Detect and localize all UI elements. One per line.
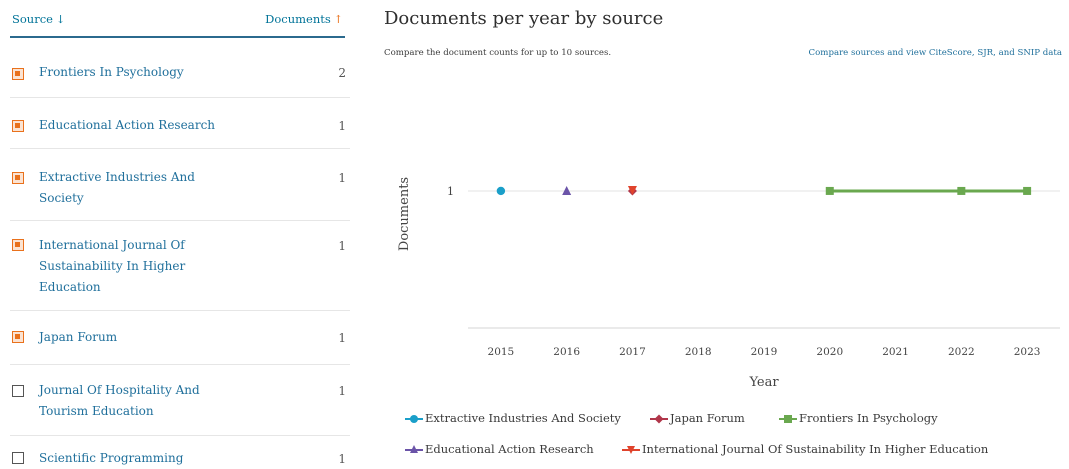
x-tick-label: 2016 — [553, 346, 580, 358]
legend-label: Frontiers In Psychology — [799, 411, 938, 425]
x-tick-label: 2017 — [619, 346, 646, 358]
data-point — [627, 185, 637, 195]
legend-label: Japan Forum — [670, 411, 745, 425]
legend-item[interactable]: Educational Action Research — [405, 442, 594, 456]
data-point — [957, 186, 966, 195]
data-point — [496, 186, 506, 196]
legend-item[interactable]: Japan Forum — [650, 411, 745, 425]
source-document-count: 1 — [338, 119, 346, 133]
source-list-header: Source ↓ Documents ↑ — [10, 8, 345, 38]
chart-subtitle: Compare the document counts for up to 10… — [384, 48, 612, 58]
x-tick-label: 2021 — [882, 346, 909, 358]
legend-square-marker-icon — [779, 414, 797, 424]
source-row: International Journal Of Sustainability … — [10, 228, 350, 311]
source-document-count: 2 — [338, 66, 346, 80]
legend-item[interactable]: Frontiers In Psychology — [779, 411, 938, 425]
source-name-link[interactable]: Extractive Industries And Society — [39, 170, 195, 205]
data-point — [562, 185, 572, 195]
legend-triangle-down-marker-icon — [622, 445, 640, 455]
x-tick-label: 2023 — [1014, 346, 1041, 358]
source-checkbox[interactable] — [12, 452, 24, 464]
legend-label: Educational Action Research — [425, 442, 594, 456]
source-checkbox[interactable] — [12, 120, 24, 132]
source-document-count: 1 — [338, 171, 346, 185]
y-tick-label: 1 — [447, 185, 454, 198]
legend-label: Extractive Industries And Society — [425, 411, 621, 425]
source-checkbox[interactable] — [12, 172, 24, 184]
source-checkbox[interactable] — [12, 331, 24, 343]
sort-ascending-icon: ↑ — [333, 13, 343, 26]
source-checkbox[interactable] — [12, 385, 24, 397]
source-row: Scientific Programming 1 — [10, 443, 350, 468]
documents-column-label: Documents — [265, 12, 331, 26]
chart-title: Documents per year by source — [384, 8, 664, 29]
source-row: Frontiers In Psychology 2 — [10, 56, 350, 98]
source-list-panel: Source ↓ Documents ↑ Frontiers In Psycholo… — [0, 0, 357, 468]
source-checkbox[interactable] — [12, 239, 24, 251]
x-tick-label: 2019 — [751, 346, 778, 358]
legend-label: International Journal Of Sustainability … — [642, 442, 989, 456]
source-row: Educational Action Research 1 — [10, 108, 350, 149]
x-axis-label: Year — [748, 375, 779, 390]
source-name-link[interactable]: Japan Forum — [39, 330, 118, 344]
source-name-link[interactable]: International Journal Of Sustainability … — [39, 238, 186, 294]
source-document-count: 1 — [338, 384, 346, 398]
legend-circle-marker-icon — [405, 414, 423, 424]
source-row: Extractive Industries And Society 1 — [10, 158, 350, 221]
source-column-label: Source — [12, 12, 53, 26]
legend-item[interactable]: Extractive Industries And Society — [405, 411, 621, 425]
source-document-count: 1 — [338, 239, 346, 253]
sort-by-documents-button[interactable]: Documents ↑ — [265, 12, 343, 26]
source-name-link[interactable]: Educational Action Research — [39, 118, 216, 132]
source-name-link[interactable]: Scientific Programming — [39, 451, 184, 465]
source-document-count: 1 — [338, 452, 346, 466]
x-tick-label: 2018 — [685, 346, 712, 358]
legend-item[interactable]: International Journal Of Sustainability … — [622, 442, 988, 456]
x-tick-label: 2020 — [816, 346, 843, 358]
source-name-link[interactable]: Frontiers In Psychology — [39, 65, 184, 79]
sort-by-source-button[interactable]: Source ↓ — [12, 12, 65, 26]
source-checkbox[interactable] — [12, 68, 24, 80]
source-row: Japan Forum 1 — [10, 320, 350, 365]
source-document-count: 1 — [338, 331, 346, 345]
y-axis-label: Documents — [397, 177, 412, 251]
data-point — [1023, 186, 1032, 195]
source-name-link[interactable]: Journal Of Hospitality And Tourism Educa… — [39, 383, 200, 418]
x-tick-label: 2015 — [488, 346, 515, 358]
source-row: Journal Of Hospitality And Tourism Educa… — [10, 372, 350, 436]
legend-triangle-marker-icon — [405, 445, 423, 455]
x-tick-label: 2022 — [948, 346, 975, 358]
sort-descending-icon: ↓ — [55, 13, 66, 26]
data-point — [825, 186, 834, 195]
compare-sources-link[interactable]: Compare sources and view CiteScore, SJR,… — [808, 48, 1062, 58]
legend-diamond-marker-icon — [650, 414, 668, 424]
